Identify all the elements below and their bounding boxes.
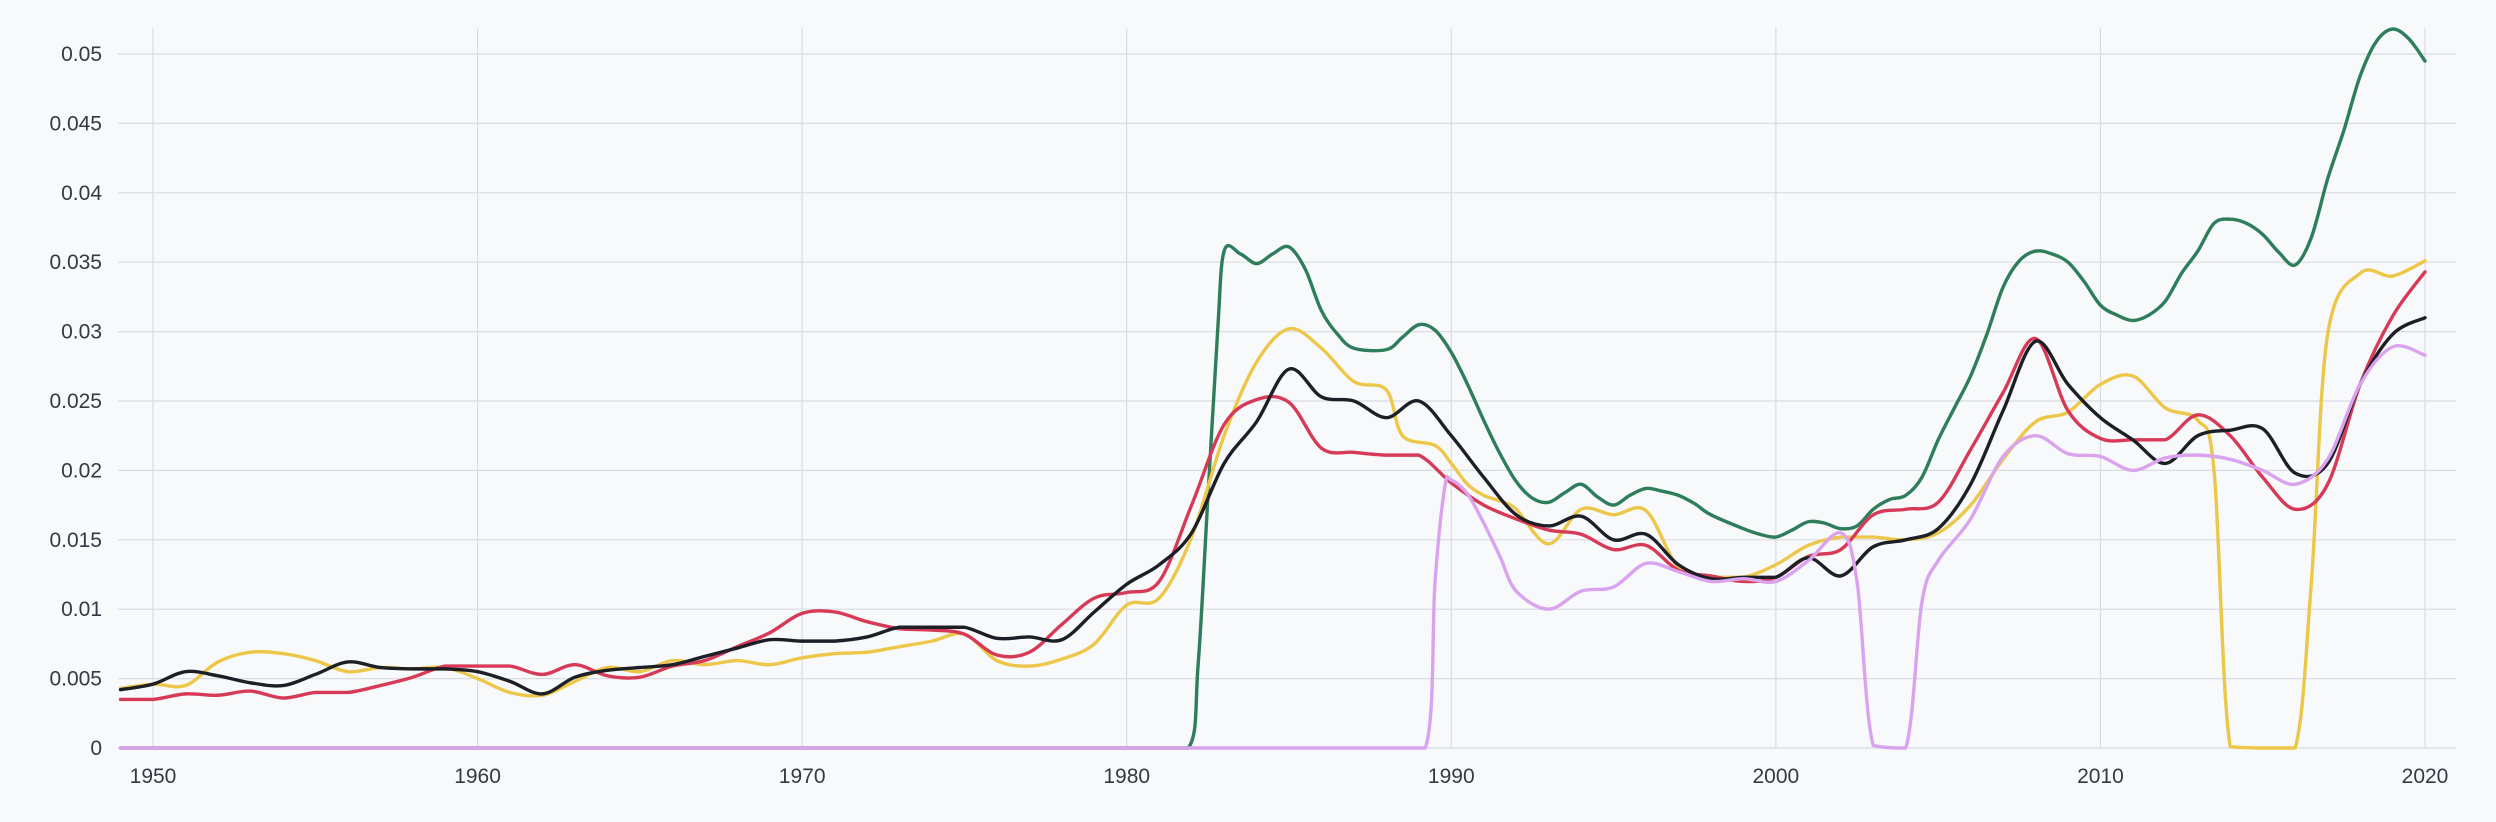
y-tick-label: 0.05 bbox=[61, 43, 102, 66]
x-tick-label: 2000 bbox=[1752, 765, 1799, 788]
x-tick-label: 2010 bbox=[2077, 765, 2124, 788]
y-tick-label: 0.01 bbox=[61, 598, 102, 621]
series-line-4 bbox=[118, 316, 2427, 696]
y-tick-label: 0.005 bbox=[49, 668, 102, 691]
y-tick-label: 0.04 bbox=[61, 182, 102, 205]
y-tick-label: 0 bbox=[90, 737, 102, 760]
x-tick-label: 1980 bbox=[1103, 765, 1150, 788]
x-tick-label: 2020 bbox=[2402, 765, 2449, 788]
x-tick-label: 1960 bbox=[454, 765, 501, 788]
vertical-gridlines bbox=[152, 28, 2426, 748]
series-lines bbox=[118, 27, 2427, 750]
y-tick-label: 0.045 bbox=[49, 112, 102, 135]
y-tick-label: 0.03 bbox=[61, 321, 102, 344]
x-tick-label: 1950 bbox=[130, 765, 177, 788]
x-axis-tick-labels: 1950 1960 1970 1980 1990 2000 2010 2020 bbox=[130, 765, 2449, 788]
y-axis-tick-labels: 0 0.005 0.01 0.015 0.02 0.025 0.03 0.035 0.04 0.0… bbox=[49, 43, 102, 760]
series-line-1 bbox=[118, 27, 2427, 750]
y-tick-label: 0.025 bbox=[49, 390, 102, 413]
y-tick-label: 0.015 bbox=[49, 529, 102, 552]
x-tick-label: 1970 bbox=[779, 765, 826, 788]
series-line-5 bbox=[118, 344, 2427, 750]
y-tick-label: 0.035 bbox=[49, 251, 102, 274]
series-line-3 bbox=[118, 270, 2427, 702]
x-tick-label: 1990 bbox=[1428, 765, 1475, 788]
y-tick-label: 0.02 bbox=[61, 459, 102, 482]
series-line-2 bbox=[118, 259, 2427, 750]
